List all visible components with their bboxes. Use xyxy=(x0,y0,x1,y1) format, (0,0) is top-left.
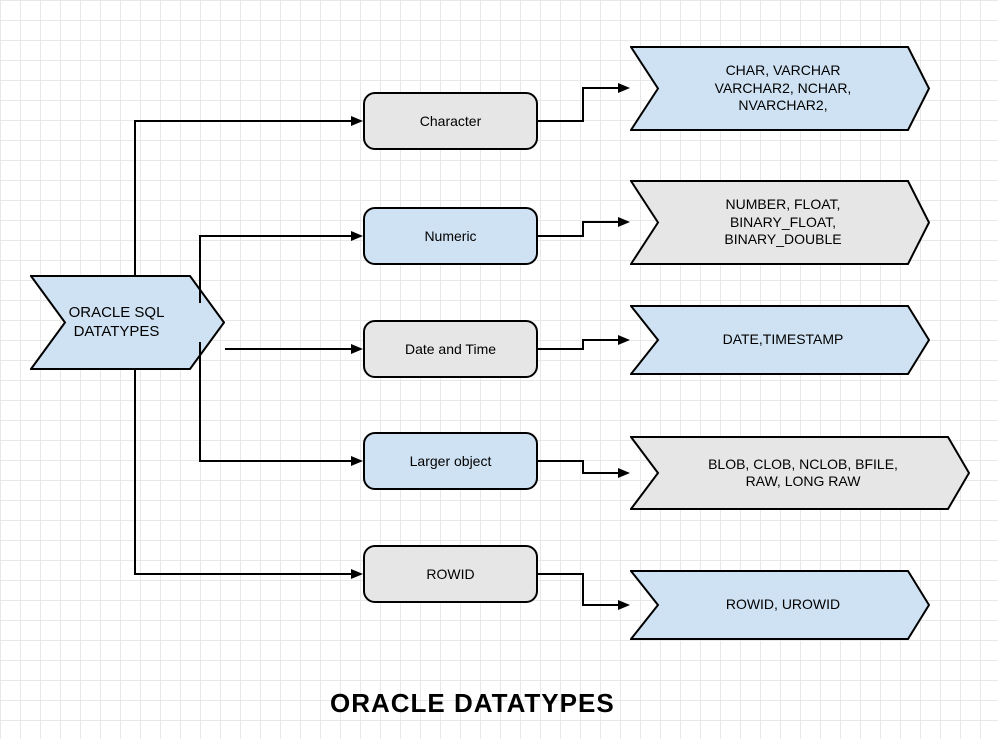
detail-label: CHAR, VARCHARVARCHAR2, NCHAR,NVARCHAR2, xyxy=(715,62,852,115)
root-label: ORACLE SQLDATATYPES xyxy=(69,304,165,342)
detail-d-largerobj: BLOB, CLOB, NCLOB, BFILE,RAW, LONG RAW xyxy=(630,436,970,510)
detail-label: BLOB, CLOB, NCLOB, BFILE,RAW, LONG RAW xyxy=(708,456,898,491)
category-label: Character xyxy=(420,113,481,129)
category-rowid: ROWID xyxy=(363,545,538,603)
category-character: Character xyxy=(363,92,538,150)
detail-d-numeric: NUMBER, FLOAT,BINARY_FLOAT,BINARY_DOUBLE xyxy=(630,180,930,265)
detail-label: DATE,TIMESTAMP xyxy=(723,331,844,349)
category-datetime: Date and Time xyxy=(363,320,538,378)
category-largerobj: Larger object xyxy=(363,432,538,490)
category-label: ROWID xyxy=(426,566,474,582)
category-label: Date and Time xyxy=(405,341,496,357)
detail-d-character: CHAR, VARCHARVARCHAR2, NCHAR,NVARCHAR2, xyxy=(630,46,930,131)
detail-d-datetime: DATE,TIMESTAMP xyxy=(630,305,930,375)
detail-d-rowid: ROWID, UROWID xyxy=(630,570,930,640)
detail-label: ROWID, UROWID xyxy=(726,596,840,614)
category-label: Numeric xyxy=(424,228,476,244)
category-label: Larger object xyxy=(410,453,492,469)
root-node: ORACLE SQLDATATYPES xyxy=(30,275,225,370)
diagram-title: ORACLE DATATYPES xyxy=(330,688,615,719)
detail-label: NUMBER, FLOAT,BINARY_FLOAT,BINARY_DOUBLE xyxy=(724,196,841,249)
category-numeric: Numeric xyxy=(363,207,538,265)
